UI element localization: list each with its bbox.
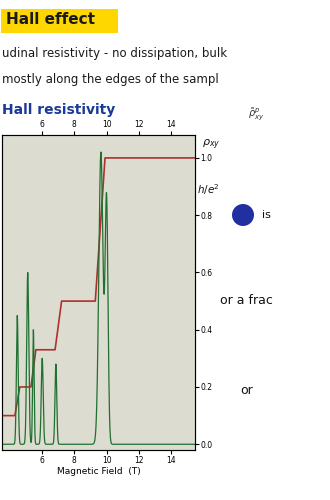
Text: $h/e^2$: $h/e^2$	[197, 182, 220, 198]
Text: Hall resistivity: Hall resistivity	[2, 103, 115, 117]
Text: or: or	[240, 384, 253, 396]
Text: mostly along the edges of the sampl: mostly along the edges of the sampl	[2, 74, 219, 86]
Circle shape	[232, 204, 254, 226]
Text: or a frac: or a frac	[220, 294, 273, 306]
Text: $\rho_{xy}$: $\rho_{xy}$	[202, 138, 220, 152]
Text: $\tilde{\rho}_{xy}^{p}$: $\tilde{\rho}_{xy}^{p}$	[248, 106, 264, 124]
Text: is: is	[262, 210, 271, 220]
X-axis label: Magnetic Field  (T): Magnetic Field (T)	[57, 468, 140, 476]
Text: Hall effect: Hall effect	[6, 12, 95, 28]
Text: udinal resistivity - no dissipation, bulk: udinal resistivity - no dissipation, bul…	[2, 46, 227, 60]
FancyBboxPatch shape	[1, 9, 118, 33]
